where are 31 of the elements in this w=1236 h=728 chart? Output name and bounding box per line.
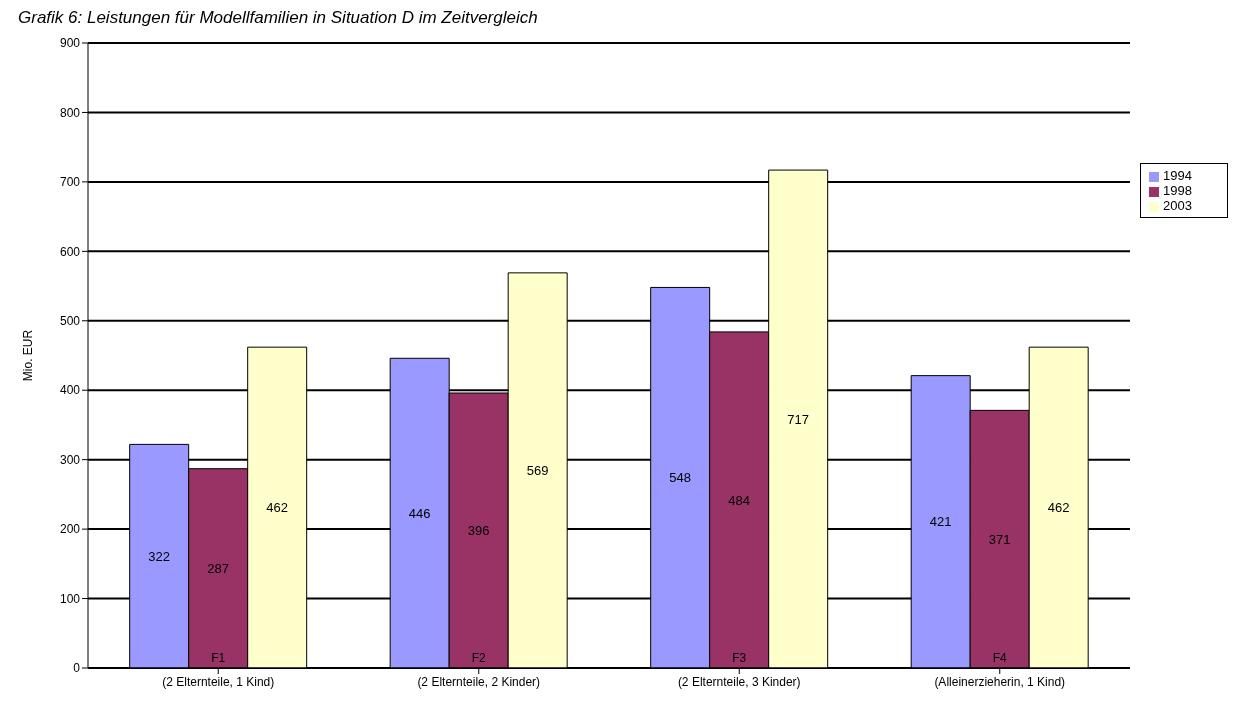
data-label: 462 xyxy=(266,500,289,516)
legend-label: 2003 xyxy=(1163,198,1192,213)
legend-label: 1998 xyxy=(1163,183,1192,198)
y-tick-label: 300 xyxy=(59,452,81,467)
legend-label: 1994 xyxy=(1163,168,1192,183)
y-tick-label: 400 xyxy=(59,383,81,398)
data-label: 421 xyxy=(929,514,952,530)
x-tick-label: F2 (2 Elternteile, 2 Kinder) xyxy=(417,651,541,689)
data-label: 717 xyxy=(787,411,810,427)
y-tick-label: 800 xyxy=(59,105,81,120)
data-label: 548 xyxy=(669,470,692,486)
y-tick-label: 600 xyxy=(59,244,81,259)
data-label: 484 xyxy=(728,492,751,508)
y-tick-label: 0 xyxy=(73,661,81,676)
data-label: 371 xyxy=(988,531,1011,547)
data-label: 462 xyxy=(1047,500,1070,516)
data-label: 569 xyxy=(526,463,549,479)
data-label: 396 xyxy=(467,523,490,539)
y-tick-label: 200 xyxy=(59,522,81,537)
y-tick-label: 900 xyxy=(59,36,81,51)
data-label: 446 xyxy=(408,505,431,521)
y-axis-title: Mio. EUR xyxy=(21,329,36,382)
y-tick-label: 100 xyxy=(59,591,81,606)
data-label: 287 xyxy=(207,560,230,576)
x-tick-label: F1 (2 Elternteile, 1 Kind) xyxy=(162,651,275,689)
y-tick-label: 500 xyxy=(59,314,81,329)
y-tick-label: 700 xyxy=(59,175,81,190)
data-label: 322 xyxy=(148,548,171,564)
x-tick-label: F4 (Alleinerzieherin, 1 Kind) xyxy=(934,651,1066,689)
x-tick-label: F3 (2 Elternteile, 3 Kinder) xyxy=(677,651,801,689)
chart-title: Grafik 6: Leistungen für Modellfamilien in Situation D im Zeitvergleich xyxy=(18,8,538,28)
